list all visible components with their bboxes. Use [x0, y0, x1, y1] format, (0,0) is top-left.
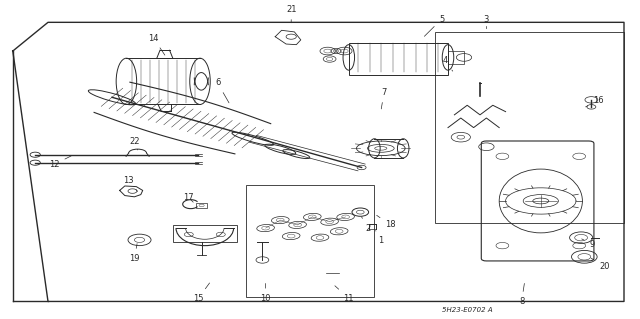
Text: 21: 21	[286, 5, 296, 23]
Bar	[173, 225, 237, 242]
Bar	[246, 185, 374, 297]
Text: 11: 11	[335, 286, 354, 303]
Text: 18: 18	[377, 215, 396, 229]
Text: 9: 9	[582, 239, 595, 249]
Text: 3: 3	[484, 15, 489, 29]
Text: 8: 8	[519, 284, 524, 306]
Bar	[349, 43, 448, 75]
Text: 12: 12	[49, 156, 71, 169]
Text: 15: 15	[193, 283, 209, 303]
Text: 14: 14	[148, 34, 165, 55]
Text: 22: 22	[129, 137, 140, 150]
Text: 5: 5	[424, 15, 444, 36]
Text: 17: 17	[184, 193, 194, 202]
Text: 6: 6	[215, 78, 229, 103]
Text: 16: 16	[586, 96, 604, 107]
Text: 7: 7	[381, 88, 387, 109]
Text: 2: 2	[362, 217, 371, 233]
Bar	[435, 32, 624, 223]
Bar	[448, 51, 464, 64]
Text: 5H23-E0702 A: 5H23-E0702 A	[442, 307, 493, 313]
Text: 20: 20	[591, 258, 610, 271]
Bar	[196, 203, 207, 208]
Text: 13: 13	[123, 176, 138, 191]
Text: 1: 1	[376, 231, 383, 245]
Text: 19: 19	[129, 244, 140, 263]
Text: 10: 10	[260, 284, 271, 303]
Text: 4: 4	[442, 56, 452, 71]
